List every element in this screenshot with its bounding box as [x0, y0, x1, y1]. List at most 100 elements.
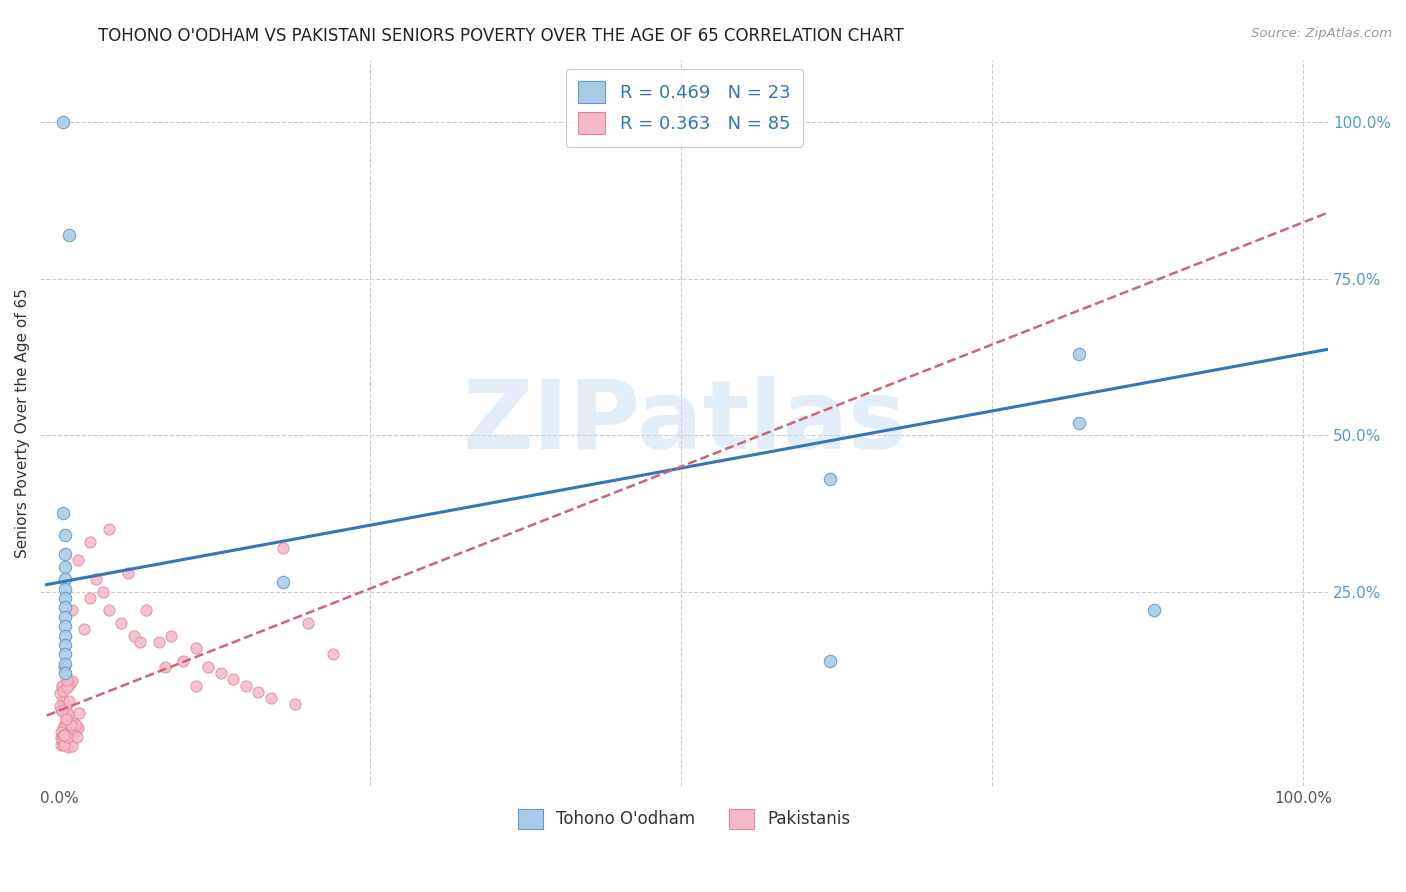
Point — [51, 731, 73, 745]
Point — [259, 691, 281, 706]
Point — [55, 699, 77, 714]
Point — [52, 728, 75, 742]
Point — [173, 654, 195, 668]
Text: Source: ZipAtlas.com: Source: ZipAtlas.com — [1251, 27, 1392, 40]
Point — [49, 731, 72, 745]
Point — [49, 724, 72, 739]
Point — [66, 721, 89, 735]
Text: TOHONO O'ODHAM VS PAKISTANI SENIORS POVERTY OVER THE AGE OF 65 CORRELATION CHART: TOHONO O'ODHAM VS PAKISTANI SENIORS POVE… — [98, 27, 904, 45]
Point — [53, 659, 76, 673]
Point — [271, 575, 294, 590]
Point — [122, 628, 145, 642]
Point — [52, 721, 75, 735]
Point — [247, 685, 270, 699]
Point — [184, 641, 207, 656]
Point — [209, 666, 232, 681]
Point — [153, 660, 176, 674]
Point — [51, 679, 73, 693]
Point — [67, 706, 90, 721]
Point — [820, 472, 842, 486]
Point — [97, 603, 120, 617]
Point — [1143, 603, 1166, 617]
Point — [52, 115, 75, 129]
Point — [129, 635, 152, 649]
Point — [58, 739, 80, 754]
Point — [58, 694, 80, 708]
Point — [53, 547, 76, 561]
Point — [52, 698, 75, 712]
Point — [284, 698, 307, 712]
Point — [52, 507, 75, 521]
Point — [51, 739, 73, 753]
Point — [53, 591, 76, 605]
Point — [184, 679, 207, 693]
Point — [222, 673, 245, 687]
Point — [63, 716, 86, 731]
Point — [60, 603, 83, 617]
Point — [53, 725, 76, 739]
Point — [820, 654, 842, 668]
Point — [60, 673, 83, 688]
Point — [65, 723, 87, 738]
Point — [56, 680, 79, 694]
Point — [55, 681, 77, 695]
Point — [59, 717, 82, 731]
Point — [51, 699, 73, 714]
Point — [65, 718, 87, 732]
Point — [117, 566, 139, 580]
Point — [53, 722, 76, 736]
Point — [53, 736, 76, 750]
Point — [79, 591, 101, 605]
Point — [60, 739, 83, 754]
Point — [55, 714, 77, 728]
Point — [1069, 347, 1091, 361]
Point — [79, 534, 101, 549]
Point — [56, 718, 79, 732]
Point — [55, 712, 77, 726]
Point — [52, 733, 75, 747]
Point — [1069, 416, 1091, 430]
Point — [60, 723, 83, 738]
Point — [110, 615, 132, 630]
Point — [91, 584, 114, 599]
Point — [53, 619, 76, 633]
Point — [51, 679, 73, 693]
Point — [51, 704, 73, 718]
Point — [52, 719, 75, 733]
Point — [58, 678, 80, 692]
Point — [53, 572, 76, 586]
Legend: Tohono O'odham, Pakistanis: Tohono O'odham, Pakistanis — [512, 802, 858, 836]
Point — [58, 227, 80, 242]
Point — [66, 731, 89, 745]
Point — [56, 673, 79, 688]
Point — [235, 679, 257, 693]
Point — [53, 648, 76, 662]
Point — [271, 541, 294, 555]
Point — [53, 600, 76, 615]
Point — [297, 615, 319, 630]
Point — [58, 723, 80, 738]
Point — [52, 694, 75, 708]
Point — [65, 722, 87, 736]
Point — [53, 628, 76, 642]
Point — [53, 718, 76, 732]
Point — [53, 728, 76, 742]
Point — [322, 648, 344, 662]
Text: ZIPatlas: ZIPatlas — [463, 376, 907, 469]
Point — [97, 522, 120, 536]
Point — [49, 699, 72, 714]
Point — [55, 704, 77, 718]
Point — [52, 737, 75, 751]
Point — [56, 730, 79, 744]
Point — [86, 572, 108, 586]
Point — [135, 603, 157, 617]
Y-axis label: Seniors Poverty Over the Age of 65: Seniors Poverty Over the Age of 65 — [15, 288, 30, 558]
Point — [55, 707, 77, 722]
Point — [53, 666, 76, 681]
Point — [73, 622, 96, 636]
Point — [160, 628, 183, 642]
Point — [53, 657, 76, 671]
Point — [53, 528, 76, 542]
Point — [148, 635, 170, 649]
Point — [53, 559, 76, 574]
